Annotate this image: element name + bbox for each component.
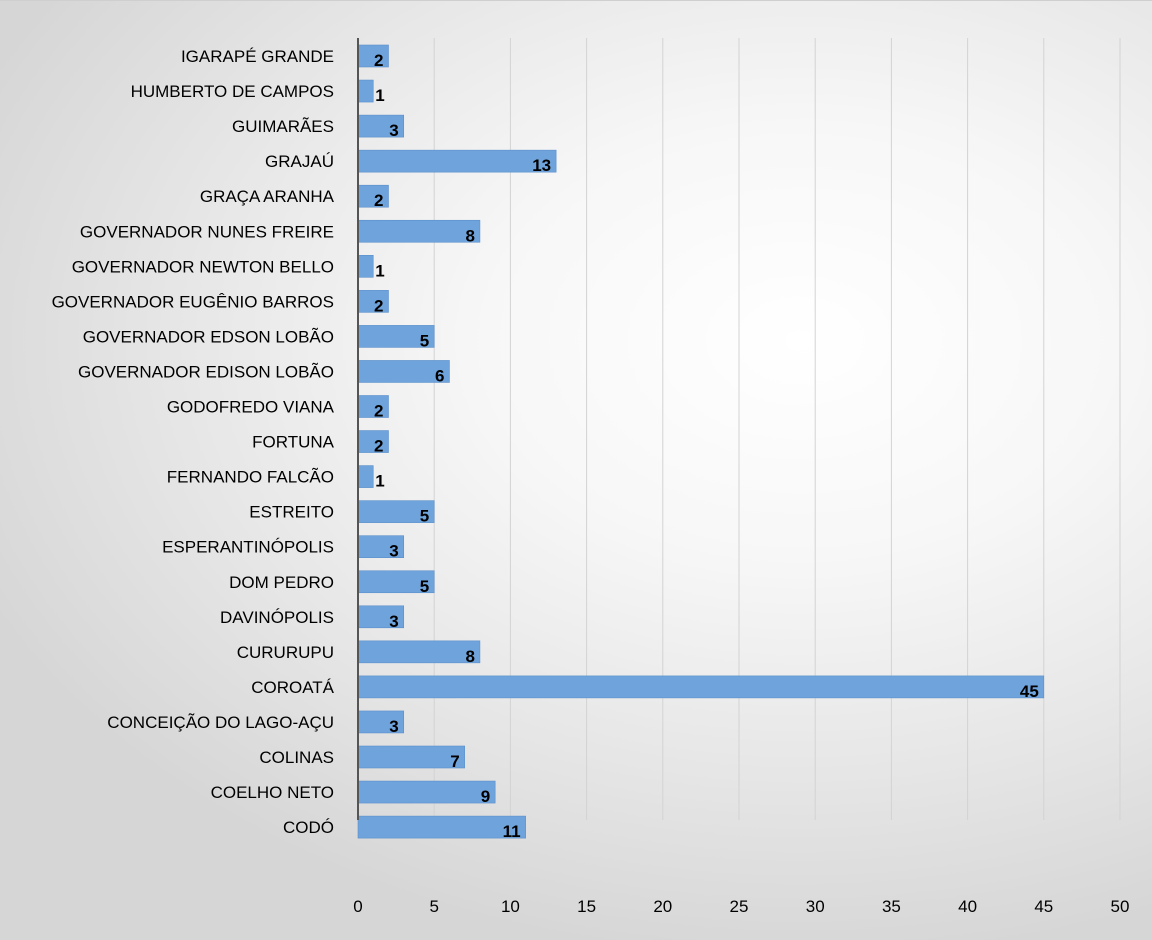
category-label: GOVERNADOR EDISON LOBÃO [78, 362, 334, 381]
data-label: 1 [375, 86, 384, 105]
category-label: DAVINÓPOLIS [220, 608, 334, 627]
x-tick-label: 40 [958, 897, 977, 916]
data-label: 8 [465, 226, 474, 245]
category-label: GUIMARÃES [232, 117, 334, 136]
data-label: 45 [1020, 682, 1039, 701]
bars [357, 44, 1045, 839]
x-tick-label: 10 [501, 897, 520, 916]
x-tick-label: 20 [653, 897, 672, 916]
category-labels: IGARAPÉ GRANDE HUMBERTO DE CAMPOS GUIMARÃE… [52, 47, 335, 837]
data-label: 2 [374, 51, 383, 70]
data-label: 3 [389, 717, 398, 736]
bar [357, 255, 374, 278]
category-label: ESPERANTINÓPOLIS [162, 538, 334, 557]
category-label: GODOFREDO VIANA [167, 398, 335, 417]
bar [357, 815, 526, 839]
data-label: 7 [450, 752, 459, 771]
x-tick-label: 30 [806, 897, 825, 916]
bar [357, 745, 465, 769]
category-label: GRAÇA ARANHA [200, 187, 335, 206]
bar [357, 675, 1045, 699]
x-tick-label: 35 [882, 897, 901, 916]
x-tick-label: 45 [1034, 897, 1053, 916]
category-label: CONCEIÇÃO DO LAGO-AÇU [107, 713, 334, 732]
data-label: 2 [374, 437, 383, 456]
category-label: COLINAS [259, 748, 334, 767]
category-label: GOVERNADOR EUGÊNIO BARROS [52, 292, 334, 311]
category-label: DOM PEDRO [229, 573, 334, 592]
category-label: GOVERNADOR EDSON LOBÃO [83, 327, 334, 346]
bar [357, 640, 481, 664]
category-label: GOVERNADOR NUNES FREIRE [80, 222, 334, 241]
x-tick-labels: 0 5 10 15 20 25 30 35 40 45 50 [353, 897, 1129, 916]
category-label: COELHO NETO [211, 783, 334, 802]
category-label: FORTUNA [252, 433, 335, 452]
category-label: GOVERNADOR NEWTON BELLO [72, 257, 334, 276]
category-label: GRAJAÚ [265, 152, 334, 171]
x-tick-label: 50 [1111, 897, 1130, 916]
data-label: 2 [374, 296, 383, 315]
category-label: FERNANDO FALCÃO [167, 468, 334, 487]
data-label: 1 [375, 261, 384, 280]
bar [357, 149, 557, 173]
category-label: CURURUPU [237, 643, 334, 662]
data-label: 5 [420, 577, 429, 596]
category-label: CODÓ [283, 818, 334, 837]
x-tick-label: 25 [730, 897, 749, 916]
bar [357, 780, 496, 804]
bar [357, 219, 481, 243]
category-label: ESTREITO [249, 503, 334, 522]
category-label: COROATÁ [251, 678, 334, 697]
data-label: 1 [375, 472, 384, 491]
bar [357, 465, 374, 488]
data-label: 11 [503, 822, 521, 841]
x-tick-label: 5 [429, 897, 438, 916]
data-label: 8 [465, 647, 474, 666]
bar [357, 79, 374, 103]
data-label: 3 [389, 121, 398, 140]
category-label: IGARAPÉ GRANDE [181, 47, 334, 66]
data-label: 5 [420, 331, 429, 350]
data-label: 13 [532, 156, 551, 175]
x-tick-label: 0 [353, 897, 362, 916]
category-label: HUMBERTO DE CAMPOS [131, 82, 334, 101]
data-label: 6 [435, 366, 444, 385]
x-tick-label: 15 [577, 897, 596, 916]
data-label: 3 [389, 612, 398, 631]
data-label: 9 [481, 787, 490, 806]
data-label: 2 [374, 402, 383, 421]
data-label: 5 [420, 507, 429, 526]
data-label: 2 [374, 191, 383, 210]
data-label: 3 [389, 542, 398, 561]
